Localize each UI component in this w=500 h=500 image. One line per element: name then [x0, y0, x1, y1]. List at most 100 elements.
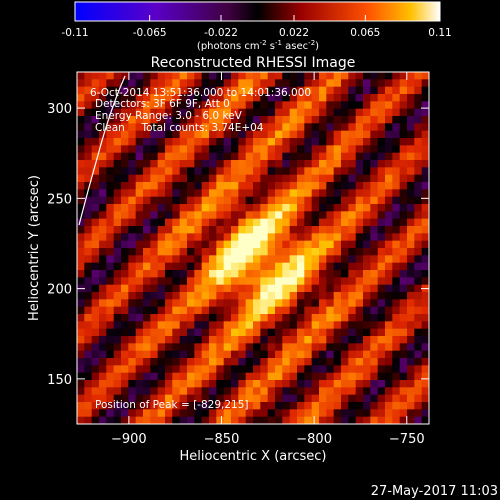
- heatmap-cell: [333, 299, 342, 308]
- heatmap-cell: [260, 160, 269, 168]
- heatmap-cell: [377, 240, 386, 249]
- heatmap-cell: [326, 387, 335, 396]
- heatmap-cell: [223, 167, 232, 176]
- heatmap-cell: [253, 306, 261, 315]
- heatmap-cell: [304, 160, 313, 168]
- heatmap-cell: [113, 196, 122, 205]
- heatmap-cell: [260, 108, 269, 117]
- heatmap-cell: [414, 314, 423, 322]
- heatmap-cell: [135, 123, 144, 132]
- heatmap-cell: [289, 365, 298, 374]
- heatmap-cell: [363, 350, 371, 359]
- heatmap-cell: [348, 394, 357, 403]
- heatmap-cell: [231, 233, 239, 242]
- heatmap-cell: [333, 255, 342, 264]
- heatmap-cell: [385, 306, 393, 315]
- heatmap-cell: [333, 218, 342, 227]
- heatmap-cell: [275, 189, 283, 198]
- heatmap-cell: [275, 416, 283, 424]
- heatmap-cell: [91, 138, 100, 146]
- heatmap-cell: [289, 292, 298, 300]
- heatmap-cell: [157, 299, 166, 308]
- heatmap-cell: [260, 101, 269, 110]
- heatmap-cell: [267, 387, 276, 396]
- heatmap-cell: [253, 299, 261, 308]
- heatmap-cell: [135, 328, 144, 337]
- heatmap-cell: [289, 152, 298, 161]
- heatmap-cell: [128, 387, 137, 396]
- heatmap-cell: [341, 233, 349, 242]
- heatmap-cell: [297, 336, 305, 344]
- heatmap-cell: [370, 101, 379, 110]
- heatmap-cell: [121, 86, 129, 95]
- heatmap-cell: [143, 101, 151, 110]
- heatmap-cell: [201, 321, 210, 330]
- heatmap-cell: [99, 182, 107, 190]
- heatmap-cell: [341, 402, 349, 410]
- heatmap-cell: [245, 233, 254, 242]
- heatmap-cell: [194, 336, 203, 344]
- heatmap-cell: [282, 167, 291, 176]
- heatmap-cell: [231, 350, 239, 359]
- heatmap-cell: [377, 402, 386, 410]
- heatmap-cell: [143, 123, 151, 132]
- heatmap-cell: [377, 233, 386, 242]
- heatmap-cell: [157, 402, 166, 410]
- heatmap-cell: [201, 218, 210, 227]
- heatmap-cell: [267, 196, 276, 205]
- heatmap-cell: [421, 358, 429, 366]
- heatmap-cell: [267, 402, 276, 410]
- heatmap-cell: [260, 299, 269, 308]
- heatmap-cell: [377, 116, 386, 124]
- heatmap-cell: [150, 86, 159, 95]
- heatmap-cell: [238, 270, 247, 278]
- heatmap-cell: [121, 233, 129, 242]
- heatmap-cell: [238, 116, 247, 124]
- heatmap-cell: [231, 211, 239, 220]
- heatmap-cell: [128, 167, 137, 176]
- heatmap-cell: [99, 248, 107, 256]
- heatmap-cell: [143, 328, 151, 337]
- heatmap-cell: [245, 255, 254, 264]
- heatmap-cell: [128, 365, 137, 374]
- heatmap-cell: [355, 123, 364, 132]
- heatmap-cell: [333, 86, 342, 95]
- heatmap-cell: [113, 86, 122, 95]
- heatmap-cell: [121, 255, 129, 264]
- heatmap-cell: [245, 145, 254, 154]
- heatmap-cell: [157, 306, 166, 315]
- heatmap-cell: [238, 394, 247, 403]
- heatmap-cell: [297, 358, 305, 366]
- heatmap-cell: [319, 380, 327, 388]
- heatmap-cell: [399, 167, 408, 176]
- heatmap-cell: [245, 336, 254, 344]
- heatmap-cell: [267, 101, 276, 110]
- heatmap-cell: [172, 394, 181, 403]
- heatmap-cell: [121, 292, 129, 300]
- heatmap-cell: [370, 350, 379, 359]
- heatmap-cell: [297, 255, 305, 264]
- heatmap-cell: [267, 79, 276, 88]
- heatmap-cell: [326, 108, 335, 117]
- heatmap-cell: [238, 86, 247, 95]
- heatmap-cell: [77, 409, 85, 418]
- heatmap-cell: [392, 218, 401, 227]
- heatmap-cell: [179, 101, 188, 110]
- heatmap-cell: [267, 416, 276, 424]
- heatmap-cell: [77, 380, 85, 388]
- heatmap-cell: [172, 189, 181, 198]
- heatmap-cell: [157, 336, 166, 344]
- heatmap-cell: [201, 167, 210, 176]
- heatmap-cell: [165, 160, 173, 168]
- heatmap-cell: [245, 182, 254, 190]
- heatmap-cell: [121, 138, 129, 146]
- heatmap-cell: [143, 167, 151, 176]
- heatmap-cell: [201, 387, 210, 396]
- heatmap-cell: [370, 262, 379, 271]
- heatmap-cell: [385, 226, 393, 234]
- heatmap-cell: [106, 79, 115, 88]
- heatmap-cell: [399, 262, 408, 271]
- heatmap-cell: [216, 182, 225, 190]
- heatmap-cell: [311, 292, 320, 300]
- heatmap-cell: [91, 116, 100, 124]
